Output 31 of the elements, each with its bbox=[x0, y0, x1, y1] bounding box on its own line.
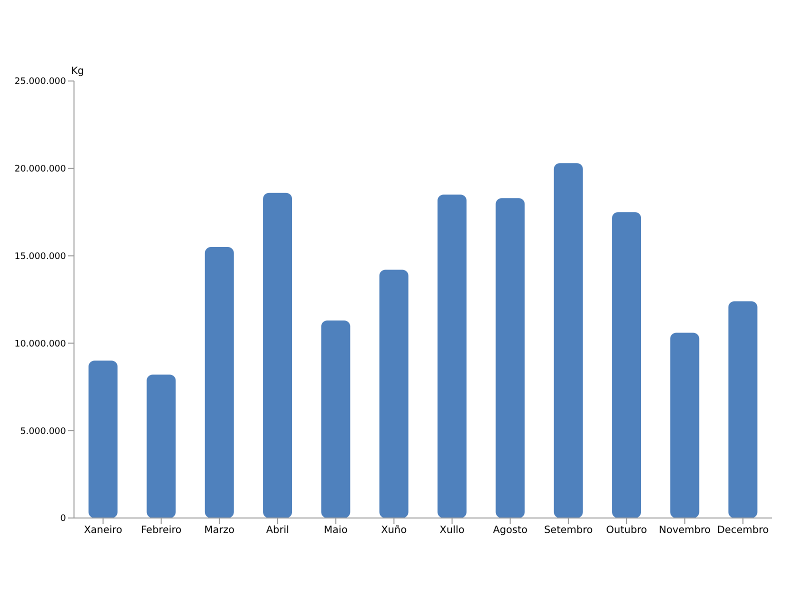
y-tick-label: 5.000.000 bbox=[20, 426, 66, 437]
bar bbox=[263, 192, 292, 518]
bar bbox=[728, 301, 758, 518]
y-tick-label: 25.000.000 bbox=[14, 77, 66, 88]
x-tick-label: Xullo bbox=[440, 525, 465, 536]
bar bbox=[554, 163, 583, 518]
x-tick-label: Decembro bbox=[717, 525, 769, 536]
bar bbox=[670, 332, 700, 518]
x-tick-label: Setembro bbox=[544, 525, 593, 536]
x-tick-label: Outubro bbox=[606, 525, 647, 536]
y-tick-label: 20.000.000 bbox=[14, 164, 66, 175]
bar bbox=[438, 194, 467, 518]
x-tick-label: Xuño bbox=[381, 525, 407, 536]
bar bbox=[204, 247, 234, 518]
x-tick-label: Agosto bbox=[492, 525, 528, 536]
y-tick-label: 0 bbox=[60, 514, 66, 524]
x-tick-label: Abril bbox=[266, 525, 290, 536]
bar bbox=[612, 212, 642, 518]
x-tick-label: Marzo bbox=[204, 525, 235, 536]
x-tick-label: Novembro bbox=[658, 525, 711, 536]
x-tick-label: Febreiro bbox=[140, 525, 182, 536]
x-tick-label: Maio bbox=[324, 525, 348, 536]
bar bbox=[379, 270, 408, 518]
bar bbox=[496, 198, 525, 518]
y-axis-title: Kg bbox=[71, 66, 84, 78]
bar bbox=[88, 360, 118, 518]
bar bbox=[146, 374, 176, 518]
y-tick-label: 10.000.000 bbox=[14, 339, 66, 350]
y-tick-label: 15.000.000 bbox=[14, 252, 66, 262]
x-tick-label: Xaneiro bbox=[84, 525, 122, 536]
bar bbox=[321, 320, 350, 518]
